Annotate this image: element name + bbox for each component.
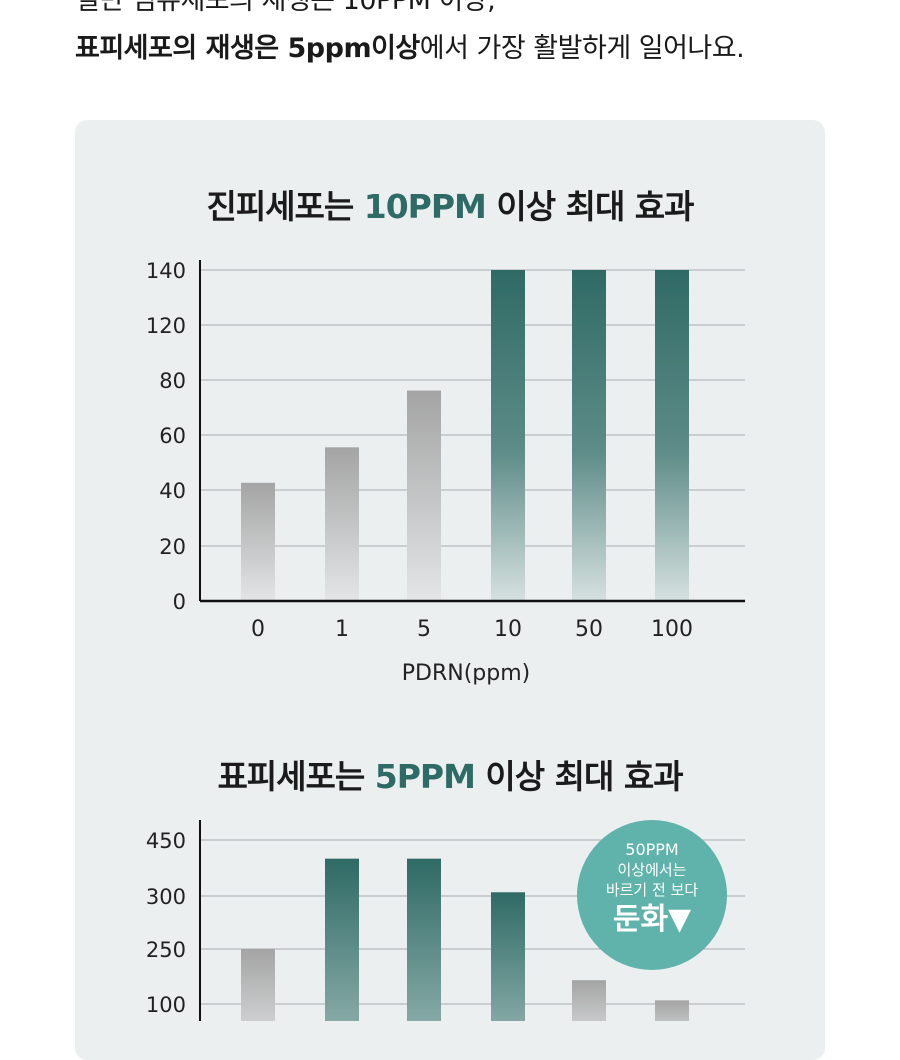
intro-line-2: 표피세포의 재생은 5ppm이상에서 가장 활발하게 일어나요. xyxy=(75,26,745,65)
bubble-line-4: 둔화▼ xyxy=(612,902,692,937)
chart2-title-accent: 5PPM xyxy=(374,757,476,796)
chart2-title-prefix: 표피세포는 xyxy=(217,757,375,796)
chart1-bar xyxy=(655,270,689,601)
chart2-bar xyxy=(241,949,275,1021)
chart2-y-tick: 250 xyxy=(146,938,186,962)
chart2-bar xyxy=(655,1000,689,1021)
bubble-line-1: 50PPM xyxy=(625,840,679,859)
chart1-plot: 0 20 40 60 80 120 140 0 1 5 10 50 100 PDRN(ppm) xyxy=(146,259,745,686)
chart2-bar xyxy=(407,858,441,1021)
slowdown-bubble: 50PPM 이상에서는 바르기 전 보다 둔화▼ xyxy=(577,820,727,970)
chart1-x-tick: 100 xyxy=(651,617,693,642)
chart1-bar xyxy=(572,270,606,601)
chart1-x-tick: 1 xyxy=(335,617,349,642)
chart1-y-tick: 80 xyxy=(159,369,186,393)
chart2-y-tick: 100 xyxy=(146,993,186,1017)
chart2-bar xyxy=(572,980,606,1021)
chart1-y-tick: 140 xyxy=(146,259,186,283)
chart1-x-label: PDRN(ppm) xyxy=(402,661,530,686)
intro-line-1: 일반 섬유세포의 재생은 10PPM 이상, xyxy=(75,0,496,16)
chart2-title: 표피세포는 5PPM 이상 최대 효과 xyxy=(0,750,900,798)
intro-rest-text: 에서 가장 활발하게 일어나요. xyxy=(419,33,745,64)
chart1-y-tick: 120 xyxy=(146,314,186,338)
chart1-title-suffix: 이상 최대 효과 xyxy=(485,187,694,226)
chart1-title-prefix: 진피세포는 xyxy=(206,187,364,226)
chart2-y-tick: 450 xyxy=(146,829,186,853)
chart1-y-tick: 20 xyxy=(159,535,186,559)
chart2-y-tick: 300 xyxy=(146,885,186,909)
bubble-line-2: 이상에서는 xyxy=(617,861,687,879)
bubble-line-3: 바르기 전 보다 xyxy=(605,881,699,899)
chart1-x-tick: 5 xyxy=(417,617,431,642)
chart1-bar xyxy=(491,270,525,601)
chart2-bar xyxy=(491,892,525,1021)
chart1-x-tick: 0 xyxy=(251,617,265,642)
chart1-y-tick: 0 xyxy=(173,590,186,614)
chart2-title-suffix: 이상 최대 효과 xyxy=(474,757,683,796)
chart2-bar xyxy=(325,858,359,1021)
chart1-x-tick: 10 xyxy=(494,617,522,642)
chart1-title-accent: 10PPM xyxy=(363,187,487,226)
chart1-y-tick: 60 xyxy=(159,424,186,448)
chart2-plot: 100 250 300 450 xyxy=(146,820,745,1021)
chart1-bar xyxy=(241,482,275,601)
intro-bold-text: 표피세포의 재생은 5ppm이상 xyxy=(75,33,420,64)
chart1-x-tick: 50 xyxy=(575,617,603,642)
chart1-bar xyxy=(325,447,359,601)
chart1-title: 진피세포는 10PPM 이상 최대 효과 xyxy=(0,180,900,228)
chart1-bar xyxy=(407,390,441,601)
chart1-y-tick: 40 xyxy=(159,479,186,503)
